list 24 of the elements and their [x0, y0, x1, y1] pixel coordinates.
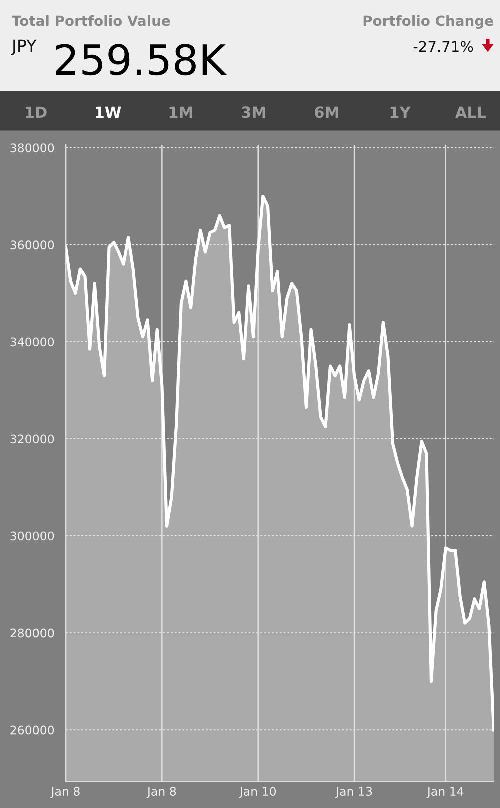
text: Total Portfolio Value: [12, 15, 170, 26]
text: ALL: [455, 106, 486, 118]
text: 3M: [242, 106, 266, 118]
y-tick-label: 300000: [10, 532, 54, 541]
x-tick-label: Jan 13: [335, 787, 372, 798]
text: 1W: [96, 106, 122, 118]
text: Portfolio Change: [364, 15, 494, 29]
text: 1D: [26, 106, 47, 118]
text: 259.58K: [56, 44, 227, 76]
text: -27.71%: [414, 41, 474, 52]
y-tick-label: 320000: [10, 434, 54, 444]
y-tick-label: 260000: [10, 726, 54, 735]
text: 1Y: [390, 106, 411, 118]
x-tick-label: Jan 8: [146, 787, 176, 798]
text: 6M: [315, 106, 339, 118]
x-tick-label: Jan 14: [426, 787, 464, 798]
text: 1M: [170, 106, 193, 118]
x-tick-label: Jan 8: [50, 787, 80, 798]
text: JPY: [11, 40, 37, 56]
x-tick-label: Jan 10: [239, 787, 276, 798]
y-tick-label: 340000: [10, 338, 54, 347]
y-tick-label: 280000: [10, 628, 54, 638]
y-tick-label: 380000: [10, 144, 54, 153]
y-tick-label: 360000: [10, 240, 54, 250]
